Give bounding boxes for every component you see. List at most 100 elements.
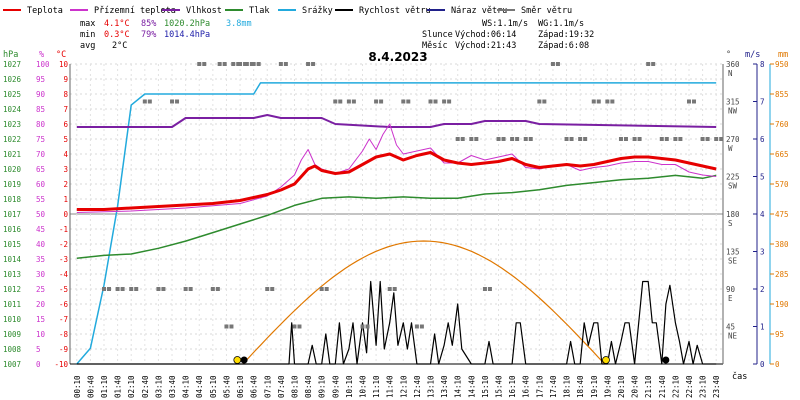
rain-tick-label: 285: [775, 270, 789, 279]
wind-direction-point: [455, 137, 460, 141]
time-tick-label: 10:10: [345, 375, 354, 398]
pressure-tick-label: 1012: [3, 285, 21, 294]
direction-tick-label: 180: [726, 210, 740, 219]
legend-label: Rychlost větru: [359, 6, 431, 16]
series-teplota: [76, 151, 717, 211]
wind-direction-point: [351, 99, 356, 104]
axis-header-pct: %: [39, 50, 44, 60]
wind-direction-point: [401, 99, 406, 104]
time-tick-label: 14:10: [454, 375, 463, 398]
wind-direction-point: [360, 324, 365, 329]
humidity-tick-label: 25: [36, 285, 45, 294]
time-tick-label: 01:40: [114, 375, 123, 398]
grid: [70, 63, 723, 365]
time-tick-label: 17:10: [535, 375, 544, 398]
wind-direction-point: [324, 287, 329, 291]
time-tick-label: 05:40: [222, 375, 231, 398]
rain-tick-label: 950: [775, 60, 789, 69]
time-tick-label: 16:10: [508, 375, 517, 398]
temperature-tick-label: -6: [59, 300, 69, 309]
sun-label: Slunce: [422, 30, 453, 40]
wind-direction-point: [555, 62, 560, 66]
legend-label: Vlhkost: [186, 6, 222, 16]
time-tick-label: 13:40: [440, 375, 449, 398]
wind-direction-point: [442, 99, 447, 104]
legend-label: Náraz větru: [451, 6, 507, 16]
wind-direction-point: [578, 137, 583, 141]
pressure-tick-label: 1027: [3, 60, 21, 69]
wind-direction-point: [292, 324, 297, 329]
wind-speed-info: WS:1.1m/s: [482, 19, 528, 29]
time-tick-label: 21:10: [644, 375, 653, 398]
pressure-tick-label: 1019: [3, 180, 21, 189]
wind-direction-point: [115, 287, 120, 291]
time-tick-label: 20:40: [631, 375, 640, 398]
wind-direction-point: [637, 137, 642, 141]
pressure-tick-label: 1026: [3, 75, 22, 84]
wind-direction-point: [215, 287, 220, 291]
wind-direction-point: [550, 62, 555, 66]
pressure-tick-label: 1009: [3, 330, 21, 339]
humidity-tick-label: 0: [36, 360, 41, 369]
wind-direction-point: [515, 137, 520, 141]
stat-avg-label: avg: [80, 41, 95, 51]
wind-direction-point: [428, 99, 433, 104]
rain-tick-label: 665: [775, 150, 789, 159]
wind-direction-point: [224, 324, 229, 329]
wind-direction-point: [646, 62, 651, 66]
wind-direction-point: [129, 287, 134, 291]
wind-direction-point: [161, 287, 166, 291]
humidity-tick-label: 35: [36, 255, 45, 264]
axis-header-deg: °: [726, 50, 731, 60]
stat-max-rain: 3.8mm: [226, 19, 252, 29]
series-prizemni-teplota: [76, 123, 717, 213]
wind-direction-point: [406, 99, 411, 104]
wind-direction-point: [387, 287, 392, 291]
wind-direction-point: [379, 99, 384, 104]
time-tick-label: 10:40: [358, 375, 367, 398]
compass-label: SE: [728, 257, 738, 266]
sunset-info: Západ:19:32: [538, 30, 594, 40]
time-tick-label: 17:40: [549, 375, 558, 398]
humidity-tick-label: 40: [36, 240, 46, 249]
pressure-tick-label: 1025: [3, 90, 21, 99]
humidity-tick-label: 90: [36, 90, 46, 99]
wind-direction-point: [510, 137, 515, 141]
temperature-tick-label: -4: [59, 270, 69, 279]
wind-speed-tick-label: 4: [760, 210, 765, 219]
humidity-tick-label: 45: [36, 225, 45, 234]
temperature-tick-label: 9: [63, 75, 68, 84]
wind-direction-point: [664, 137, 669, 141]
series-tlak: [76, 174, 717, 260]
time-tick-label: 08:40: [304, 375, 313, 398]
pressure-tick-label: 1008: [3, 345, 22, 354]
time-tick-label: 14:40: [467, 375, 476, 398]
pressure-tick-label: 1010: [3, 315, 22, 324]
humidity-tick-label: 50: [36, 210, 46, 219]
series-srazky: [76, 82, 717, 365]
stat-min-hum: 79%: [141, 30, 156, 40]
temperature-tick-label: -9: [59, 345, 68, 354]
wind-direction-point: [170, 99, 175, 104]
wind-speed-tick-label: 2: [760, 285, 765, 294]
temperature-tick-label: -5: [59, 285, 68, 294]
wind-direction-point: [496, 137, 501, 141]
wind-direction-point: [564, 137, 569, 141]
humidity-tick-label: 85: [36, 105, 45, 114]
wind-direction-point: [537, 99, 542, 104]
stats-panel: max 4.1°C 85% 1020.2hPa 3.8mm min 0.3°C …: [80, 19, 594, 51]
axis-header-ms: m/s: [745, 50, 760, 60]
wind-direction-point: [365, 324, 370, 329]
time-tick-label: 07:10: [263, 375, 272, 398]
time-tick-label: 15:40: [495, 375, 504, 398]
time-tick-label: 05:10: [209, 375, 218, 398]
time-tick-label: 00:10: [73, 375, 82, 398]
temperature-tick-label: -2: [59, 240, 68, 249]
time-tick-label: 13:10: [427, 375, 436, 398]
wind-direction-point: [265, 287, 270, 291]
time-tick-label: 09:10: [318, 375, 327, 398]
wind-direction-point: [714, 137, 719, 141]
rain-tick-label: 570: [775, 180, 789, 189]
wind-direction-point: [705, 137, 710, 141]
stat-min-press: 1014.4hPa: [164, 30, 210, 40]
